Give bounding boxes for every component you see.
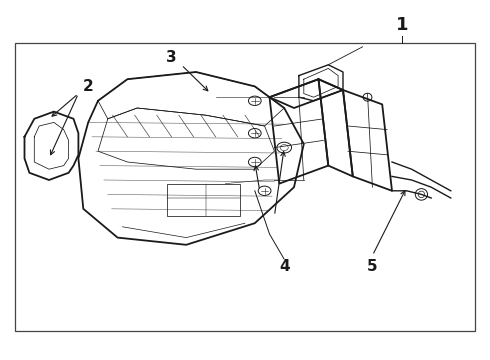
Bar [167, 184, 240, 216]
Text: 4: 4 [279, 259, 290, 274]
Bar [15, 43, 475, 331]
Text: 5: 5 [367, 259, 378, 274]
Text: 1: 1 [395, 16, 408, 34]
Text: 3: 3 [166, 50, 177, 65]
Text: 2: 2 [83, 79, 94, 94]
